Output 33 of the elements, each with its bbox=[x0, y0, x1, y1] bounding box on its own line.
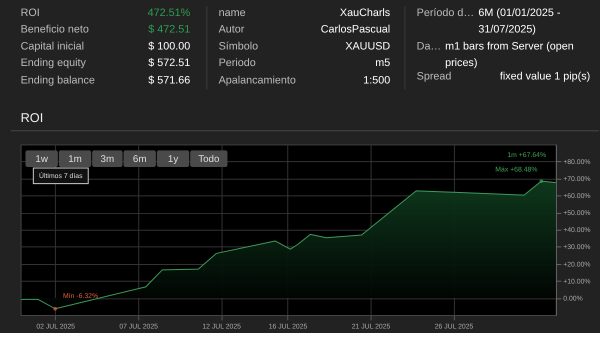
text: XAUUSD bbox=[345, 40, 390, 52]
annotation: 1y bbox=[168, 154, 178, 166]
annotation: 3m bbox=[100, 154, 114, 166]
text: Spread bbox=[416, 70, 452, 83]
text: Da… bbox=[416, 40, 442, 52]
text: $ 571.66 bbox=[148, 74, 190, 87]
text: m1 bars from Server (open prices) bbox=[445, 40, 574, 70]
annotation: Todo bbox=[198, 154, 220, 166]
chart-title: ROI bbox=[20, 110, 44, 125]
text: 1:500 bbox=[363, 74, 390, 87]
annotation: 1w bbox=[35, 154, 49, 166]
text: CarlosPascual bbox=[320, 24, 390, 36]
text: Apalancamiento bbox=[218, 74, 296, 87]
text: ROI bbox=[20, 7, 40, 20]
text: Beneficio neto bbox=[20, 24, 89, 36]
text: fixed value 1 pip(s) bbox=[500, 70, 590, 83]
text: Ending balance bbox=[20, 74, 95, 87]
text: Capital inicial bbox=[20, 40, 84, 52]
text: Período d… bbox=[416, 7, 474, 20]
text: Símbolo bbox=[218, 40, 258, 52]
text: 6M (01/01/2025 - 31/07/2025) bbox=[478, 7, 561, 36]
text: Ending equity bbox=[20, 57, 86, 70]
text: $ 100.00 bbox=[148, 40, 190, 52]
annotation: 1m bbox=[68, 154, 82, 166]
text: $ 572.51 bbox=[148, 57, 190, 70]
text: XauCharls bbox=[340, 7, 390, 20]
text: Periodo bbox=[218, 57, 256, 70]
text: $ 472.51 bbox=[148, 24, 190, 36]
text: Autor bbox=[218, 24, 245, 36]
text: m5 bbox=[375, 57, 390, 70]
annotation: 6m bbox=[132, 154, 147, 166]
text: 472.51% bbox=[148, 7, 191, 20]
text: name bbox=[218, 7, 246, 20]
